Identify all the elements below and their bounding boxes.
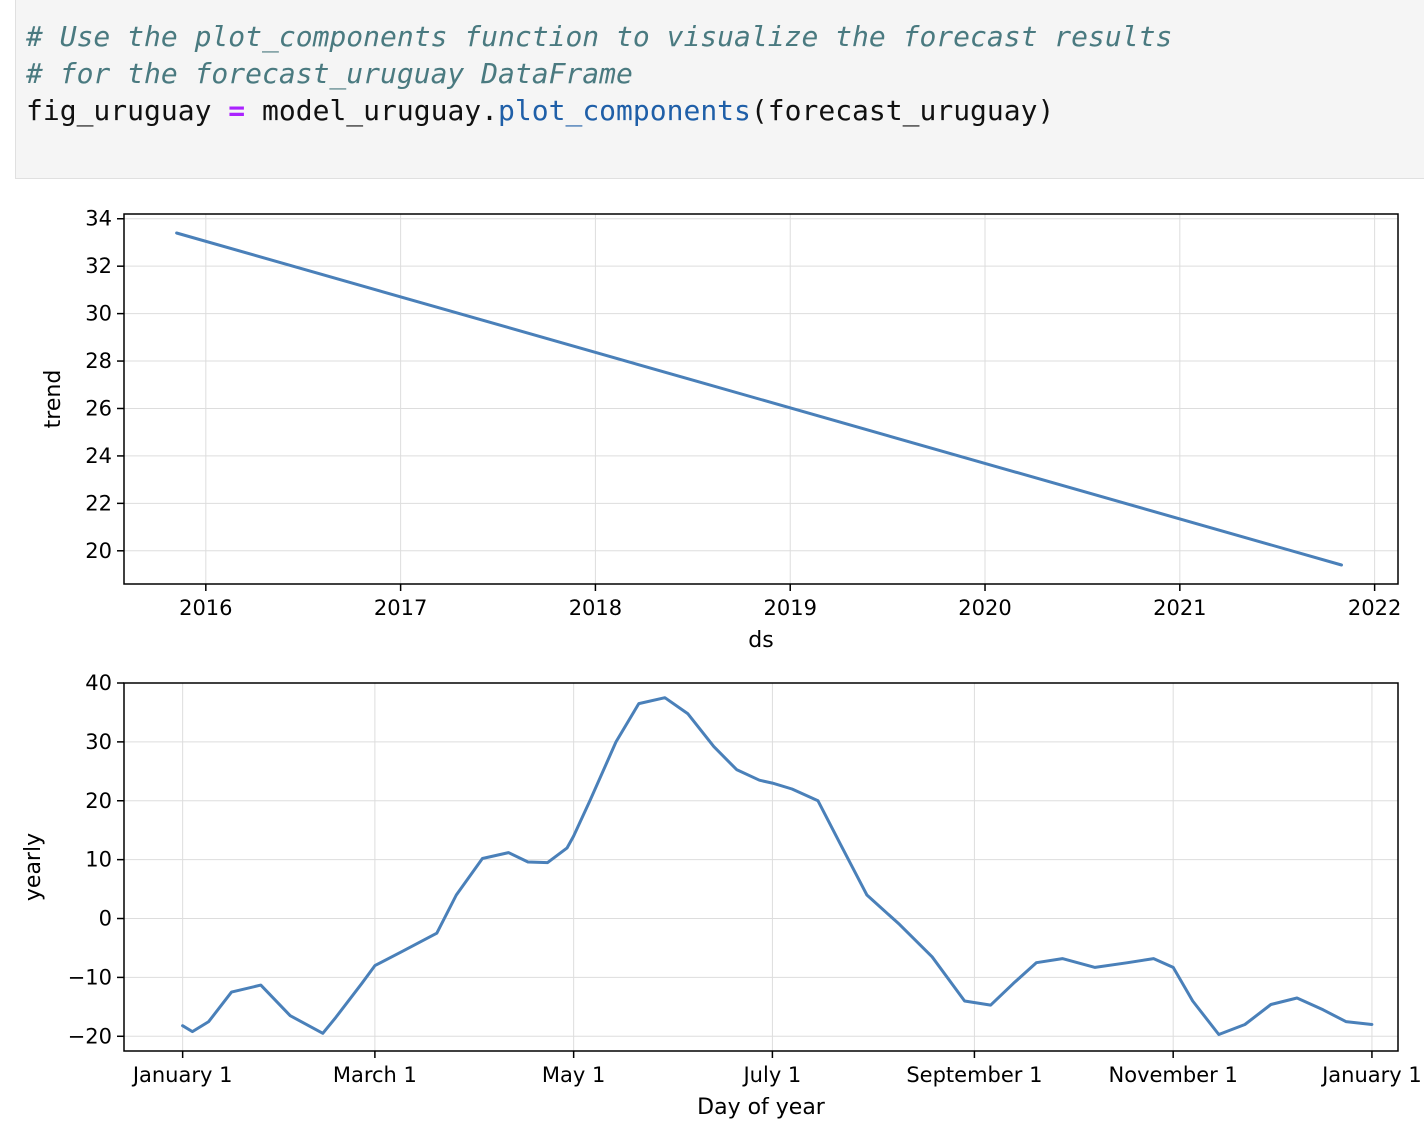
x-tick-label: November 1	[1109, 1063, 1238, 1087]
x-tick-label: 2022	[1348, 596, 1401, 620]
y-tick-label: 40	[85, 671, 112, 695]
y-tick-label: 22	[85, 491, 112, 515]
code-statement-line: fig_uruguay = model_uruguay.plot_compone…	[26, 92, 1054, 129]
x-tick-label: 2021	[1153, 596, 1206, 620]
x-tick-label: September 1	[906, 1063, 1042, 1087]
y-tick-label: 34	[85, 207, 112, 231]
series-line	[175, 231, 1343, 567]
axes-frame	[123, 213, 1399, 585]
x-tick-label: January 1	[131, 1063, 233, 1087]
x-tick-label: 2016	[179, 596, 232, 620]
x-tick-label: 2017	[374, 596, 427, 620]
y-axis-label: yearly	[21, 833, 46, 901]
code-arguments: (forecast_uruguay)	[750, 94, 1055, 127]
x-tick-label: 2018	[569, 596, 622, 620]
x-tick-label: July 1	[741, 1063, 801, 1087]
trend-panel: 2016 2017 2018 2019 2020 2021 2022202224262830…	[41, 207, 1401, 653]
y-tick-label: 20	[85, 789, 112, 813]
code-object: model_uruguay.	[262, 94, 499, 127]
forecast-components-figure: 2016 2017 2018 2019 2020 2021 2022202224262830…	[21, 207, 1422, 1120]
y-tick-label: −20	[68, 1024, 112, 1048]
y-axis-label: trend	[41, 370, 66, 429]
axes-frame	[123, 682, 1399, 1052]
yearly-panel: January 1 March 1 May 1 July 1 September 1 No…	[21, 671, 1422, 1120]
y-tick-label: 28	[85, 349, 112, 373]
code-variable: fig_uruguay	[26, 94, 212, 127]
code-method: plot_components	[498, 94, 751, 127]
x-axis-label: Day of year	[697, 1095, 826, 1120]
y-tick-label: 10	[85, 848, 112, 872]
code-comment-line-2: # for the forecast_uruguay DataFrame	[26, 57, 633, 90]
y-tick-label: 30	[85, 302, 112, 326]
y-tick-label: 20	[85, 539, 112, 563]
x-axis-label: ds	[748, 628, 773, 653]
y-tick-label: 30	[85, 730, 112, 754]
y-tick-label: 26	[85, 396, 112, 420]
x-tick-label: 2020	[958, 596, 1011, 620]
code-assign-operator: =	[228, 94, 246, 127]
code-cell[interactable]: # Use the plot_components function to vi…	[15, 0, 1424, 179]
y-tick-label: 0	[99, 907, 112, 931]
x-tick-label: March 1	[333, 1063, 417, 1087]
y-tick-label: −10	[68, 965, 112, 989]
x-tick-label: May 1	[542, 1063, 605, 1087]
x-tick-label: 2019	[763, 596, 816, 620]
x-tick-label: January 1	[1320, 1063, 1422, 1087]
code-comment-line-1: # Use the plot_components function to vi…	[26, 20, 1173, 53]
y-tick-label: 32	[85, 254, 112, 278]
series-line	[181, 696, 1374, 1036]
y-tick-label: 24	[85, 444, 112, 468]
